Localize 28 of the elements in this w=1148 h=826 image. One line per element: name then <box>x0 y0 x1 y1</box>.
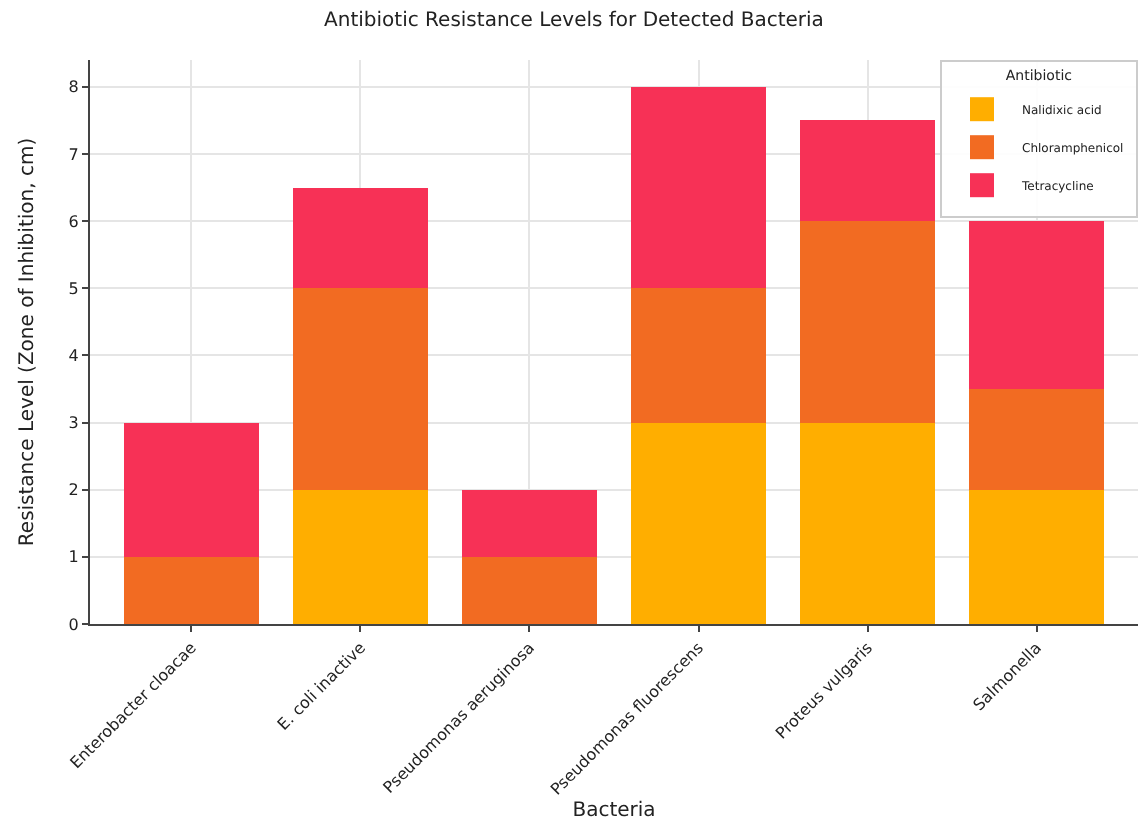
bar <box>799 422 936 624</box>
y-tick-label: 6 <box>68 212 79 231</box>
bar <box>968 389 1105 490</box>
bar <box>292 288 429 490</box>
bar <box>461 556 598 624</box>
bar <box>799 221 936 423</box>
bar <box>968 489 1105 624</box>
y-tick-label: 8 <box>68 78 79 97</box>
y-tick-label: 0 <box>68 615 79 634</box>
y-tick-label: 5 <box>68 279 79 298</box>
bar <box>461 489 598 557</box>
bar <box>123 422 260 557</box>
y-tick-label: 4 <box>68 347 79 366</box>
bar <box>630 422 767 624</box>
y-tick-label: 1 <box>68 548 79 567</box>
y-axis-title: Resistance Level (Zone of Inhibition, cm) <box>16 137 39 547</box>
chart-title: Antibiotic Resistance Levels for Detected Bacteria <box>324 10 824 33</box>
bar <box>799 120 936 222</box>
y-tick-label: 2 <box>68 481 79 500</box>
bar <box>123 556 260 624</box>
y-tick-label: 3 <box>68 414 79 433</box>
bar <box>968 221 1105 389</box>
x-axis-title: Bacteria <box>572 799 656 822</box>
bar <box>292 489 429 624</box>
bar <box>292 187 429 289</box>
bar <box>630 288 767 423</box>
y-tick-label: 7 <box>68 145 79 164</box>
bar <box>630 86 767 289</box>
